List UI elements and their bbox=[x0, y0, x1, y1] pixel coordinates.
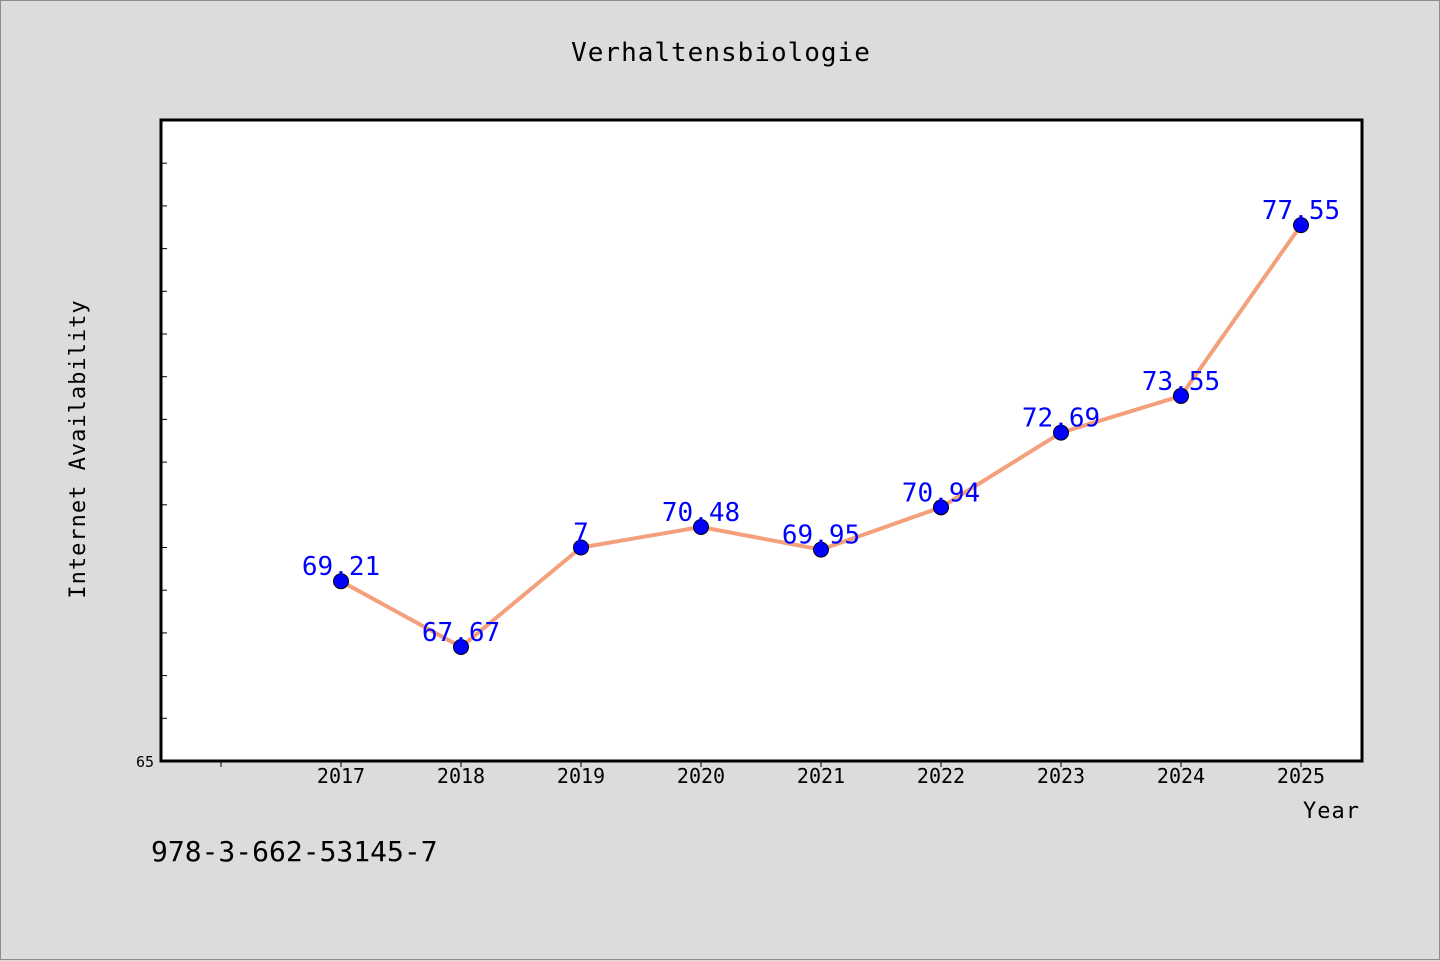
x-tick-label: 2023 bbox=[1037, 764, 1085, 788]
x-tick-label: 2020 bbox=[677, 764, 725, 788]
data-labels: 69.21 67.67 7 70.48 69.95 70.94 72.69 73.55 77.5… bbox=[302, 196, 1340, 648]
x-axis-label: Year bbox=[1303, 799, 1360, 824]
y-tick-label: 65 bbox=[136, 753, 154, 771]
x-axis-ticks bbox=[220, 761, 1302, 767]
data-point bbox=[453, 638, 469, 655]
data-label: 77.55 bbox=[1262, 196, 1340, 226]
data-label: 73.55 bbox=[1142, 367, 1220, 397]
x-tick-label: 2021 bbox=[797, 764, 845, 788]
data-label: 7 bbox=[573, 519, 589, 549]
data-point bbox=[573, 539, 589, 556]
data-label: 69.21 bbox=[302, 552, 380, 582]
series-markers bbox=[333, 217, 1309, 655]
x-axis-tick-labels: 2017 2018 2019 2020 2021 2022 2023 2024 2025 bbox=[317, 764, 1325, 788]
data-label: 70.48 bbox=[662, 498, 740, 528]
plot-area bbox=[159, 118, 1364, 763]
footer-code: 978-3-662-53145-7 bbox=[151, 835, 438, 868]
x-tick-label: 2024 bbox=[1157, 764, 1205, 788]
y-axis-label: Internet Availability bbox=[66, 299, 91, 598]
chart-title: Verhaltensbiologie bbox=[571, 38, 871, 68]
data-point bbox=[1173, 387, 1189, 404]
data-label: 67.67 bbox=[422, 618, 500, 648]
x-tick-label: 2018 bbox=[437, 764, 485, 788]
data-label: 69.95 bbox=[782, 521, 860, 551]
x-tick-label: 2022 bbox=[917, 764, 965, 788]
data-point bbox=[813, 541, 829, 558]
y-axis-ticks bbox=[161, 162, 167, 719]
x-tick-label: 2019 bbox=[557, 764, 605, 788]
data-point bbox=[1053, 424, 1069, 441]
data-point bbox=[1293, 217, 1309, 234]
x-tick-label: 2025 bbox=[1277, 764, 1325, 788]
data-point bbox=[693, 519, 709, 536]
data-point bbox=[333, 573, 349, 590]
data-point bbox=[933, 499, 949, 516]
x-tick-label: 2017 bbox=[317, 764, 365, 788]
data-label: 70.94 bbox=[902, 478, 980, 508]
data-label: 72.69 bbox=[1022, 404, 1100, 434]
